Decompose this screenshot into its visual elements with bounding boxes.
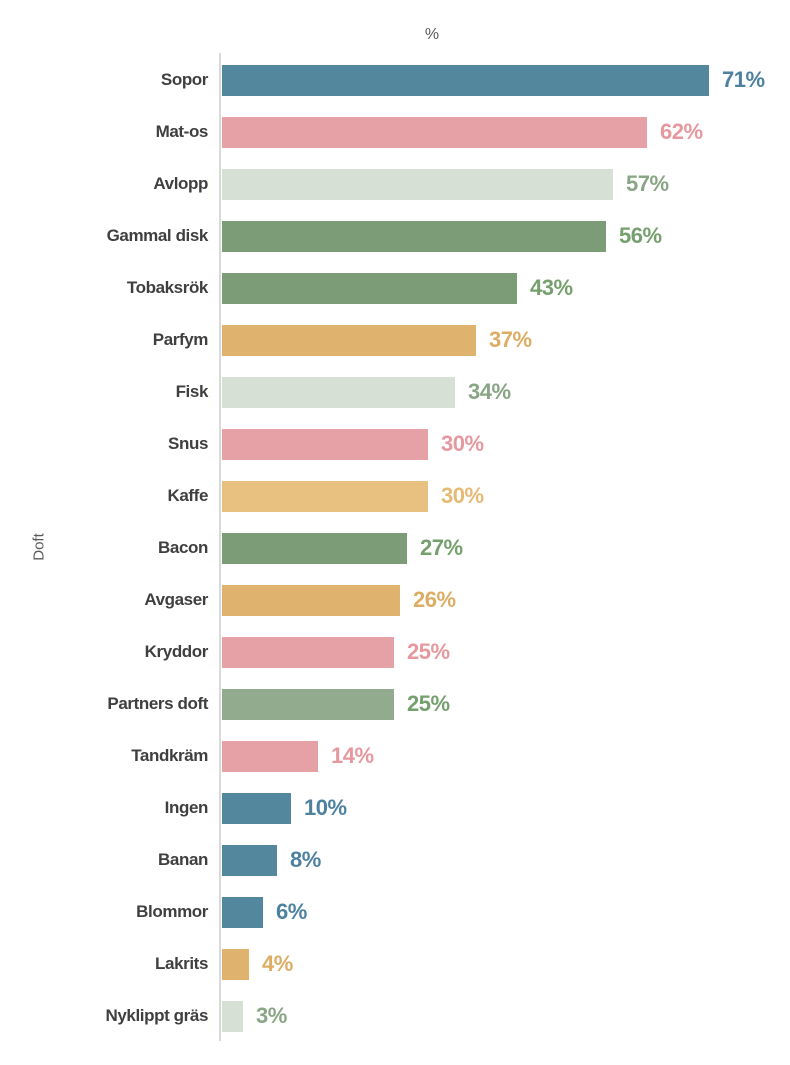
value-label: 27%: [420, 535, 463, 560]
bar-row: Sopor 71%: [0, 54, 790, 106]
bar-row: Kaffe 30%: [0, 470, 790, 522]
bar: [222, 844, 277, 876]
bar-row: Banan 8%: [0, 834, 790, 886]
bar: [222, 896, 263, 928]
bar-area: 30%: [220, 470, 790, 522]
bar-area: 8%: [220, 834, 790, 886]
category-label: Bacon: [158, 538, 208, 557]
category-label: Kryddor: [144, 642, 209, 661]
category-label: Avgaser: [144, 590, 208, 609]
value-label: 14%: [331, 743, 374, 768]
bar-row: Kryddor 25%: [0, 626, 790, 678]
bar-row: Mat-os 62%: [0, 106, 790, 158]
bar: [222, 428, 428, 460]
bar-area: 3%: [220, 990, 790, 1042]
bar-area: 10%: [220, 782, 790, 834]
bar-area: 25%: [220, 678, 790, 730]
bar: [222, 480, 428, 512]
value-label: 26%: [413, 587, 456, 612]
value-label: 10%: [304, 795, 347, 820]
category-label: Tandkräm: [131, 746, 208, 765]
bar-area: 34%: [220, 366, 790, 418]
bar-area: 26%: [220, 574, 790, 626]
bar-row: Nyklippt gräs 3%: [0, 990, 790, 1042]
bar: [222, 636, 394, 668]
bar-area: 4%: [220, 938, 790, 990]
bar-area: 6%: [220, 886, 790, 938]
bar-area: 27%: [220, 522, 790, 574]
value-label: 30%: [441, 431, 484, 456]
value-label: 30%: [441, 483, 484, 508]
bar-area: 14%: [220, 730, 790, 782]
bar-row: Ingen 10%: [0, 782, 790, 834]
bar-area: 62%: [220, 106, 790, 158]
value-label: 3%: [256, 1003, 287, 1028]
bar: [222, 688, 394, 720]
bar-row: Avgaser 26%: [0, 574, 790, 626]
bar: [222, 376, 455, 408]
value-axis-title: %: [424, 26, 440, 43]
bar: [222, 220, 606, 252]
bar-row: Snus 30%: [0, 418, 790, 470]
category-label: Banan: [158, 850, 208, 869]
category-label: Partners doft: [107, 694, 208, 713]
bar-row: Partners doft 25%: [0, 678, 790, 730]
category-label: Sopor: [160, 70, 209, 89]
bar: [222, 168, 613, 200]
category-label: Gammal disk: [106, 226, 209, 245]
value-label: 8%: [290, 847, 321, 872]
bar-row: Bacon 27%: [0, 522, 790, 574]
bar: [222, 272, 517, 304]
bar-area: 71%: [220, 54, 790, 106]
bars-container: Sopor 71% Mat-os 62% Avlopp 57% Gammal d…: [0, 54, 790, 1042]
bar: [222, 948, 249, 980]
category-label: Ingen: [164, 798, 209, 817]
bar-row: Parfym 37%: [0, 314, 790, 366]
y-axis-line: [219, 53, 221, 1041]
category-label: Fisk: [175, 382, 209, 401]
bar-row: Fisk 34%: [0, 366, 790, 418]
bar: [222, 324, 476, 356]
value-label: 37%: [489, 327, 532, 352]
bar: [222, 584, 400, 616]
bar: [222, 740, 318, 772]
bar-row: Avlopp 57%: [0, 158, 790, 210]
category-label: Kaffe: [167, 486, 208, 505]
value-label: 25%: [407, 639, 450, 664]
value-label: 6%: [276, 899, 307, 924]
bar-row: Blommor 6%: [0, 886, 790, 938]
bar-area: 30%: [220, 418, 790, 470]
bar-area: 56%: [220, 210, 790, 262]
category-label: Avlopp: [153, 174, 208, 193]
category-label: Lakrits: [155, 954, 208, 973]
category-label: Tobaksrök: [126, 278, 209, 297]
bar-area: 57%: [220, 158, 790, 210]
value-label: 4%: [262, 951, 293, 976]
bar: [222, 64, 709, 96]
value-label: 34%: [468, 379, 511, 404]
bar: [222, 1000, 243, 1032]
value-label: 43%: [530, 275, 573, 300]
bar: [222, 792, 291, 824]
value-label: 71%: [722, 67, 765, 92]
value-label: 56%: [619, 223, 662, 248]
bar-area: 43%: [220, 262, 790, 314]
category-label: Parfym: [152, 330, 209, 349]
value-label: 57%: [626, 171, 669, 196]
bar: [222, 532, 407, 564]
category-label: Nyklippt gräs: [105, 1006, 209, 1025]
bar-area: 25%: [220, 626, 790, 678]
bar-area: 37%: [220, 314, 790, 366]
bar: [222, 116, 647, 148]
value-label: 25%: [407, 691, 450, 716]
bar-row: Lakrits 4%: [0, 938, 790, 990]
category-label: Blommor: [136, 902, 208, 921]
bar-row: Gammal disk 56%: [0, 210, 790, 262]
value-label: 62%: [660, 119, 703, 144]
category-label: Snus: [168, 434, 208, 453]
bar-row: Tandkräm 14%: [0, 730, 790, 782]
bar-row: Tobaksrök 43%: [0, 262, 790, 314]
category-label: Mat-os: [155, 122, 209, 141]
